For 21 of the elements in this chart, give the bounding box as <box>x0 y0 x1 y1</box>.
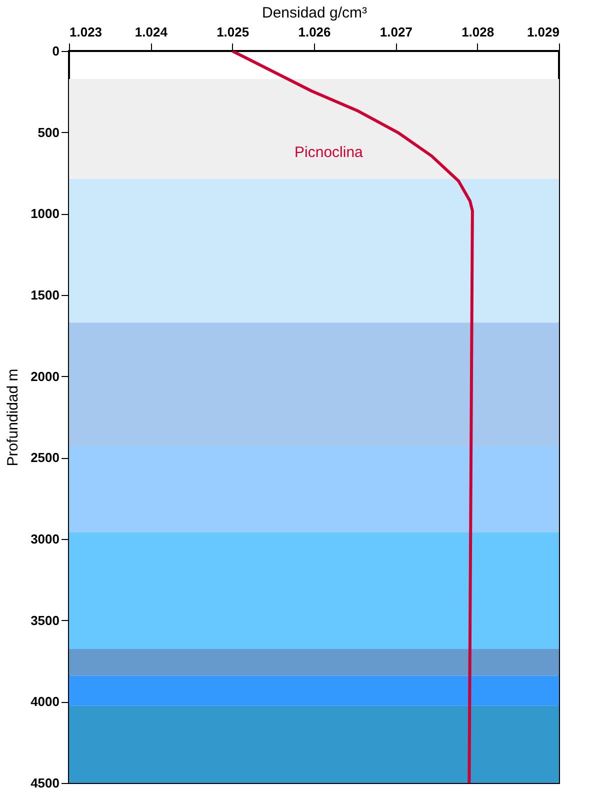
y-tick-label: 3500 <box>30 612 60 628</box>
y-tick-label: 500 <box>38 124 60 140</box>
y-tick-label: 3000 <box>30 532 60 546</box>
y-tick-label: 2500 <box>30 450 60 466</box>
y-tick-label: 1000 <box>30 206 60 222</box>
line-series <box>230 51 474 783</box>
annotation: Picnoclina <box>294 144 364 162</box>
x-tick-label: 1.024 <box>134 24 168 40</box>
x-tick-label: 1.026 <box>298 24 331 40</box>
y-tick-label: 1500 <box>30 288 60 302</box>
x-axis-title: Densidad g/cm³ <box>262 4 368 22</box>
y-tick-label: 4500 <box>30 776 60 790</box>
y-tick-label: 4000 <box>30 694 60 710</box>
y-axis-title: Profundidad m <box>4 368 22 466</box>
x-tick-label: 1.023 <box>70 24 102 40</box>
x-tick-label: 1.025 <box>216 24 250 40</box>
x-tick-label: 1.029 <box>526 24 560 40</box>
y-tick-label: 0 <box>52 44 60 58</box>
x-tick-label: 1.027 <box>380 24 412 40</box>
y-tick-label: 2000 <box>30 368 60 384</box>
x-tick-label: 1.028 <box>462 24 494 40</box>
